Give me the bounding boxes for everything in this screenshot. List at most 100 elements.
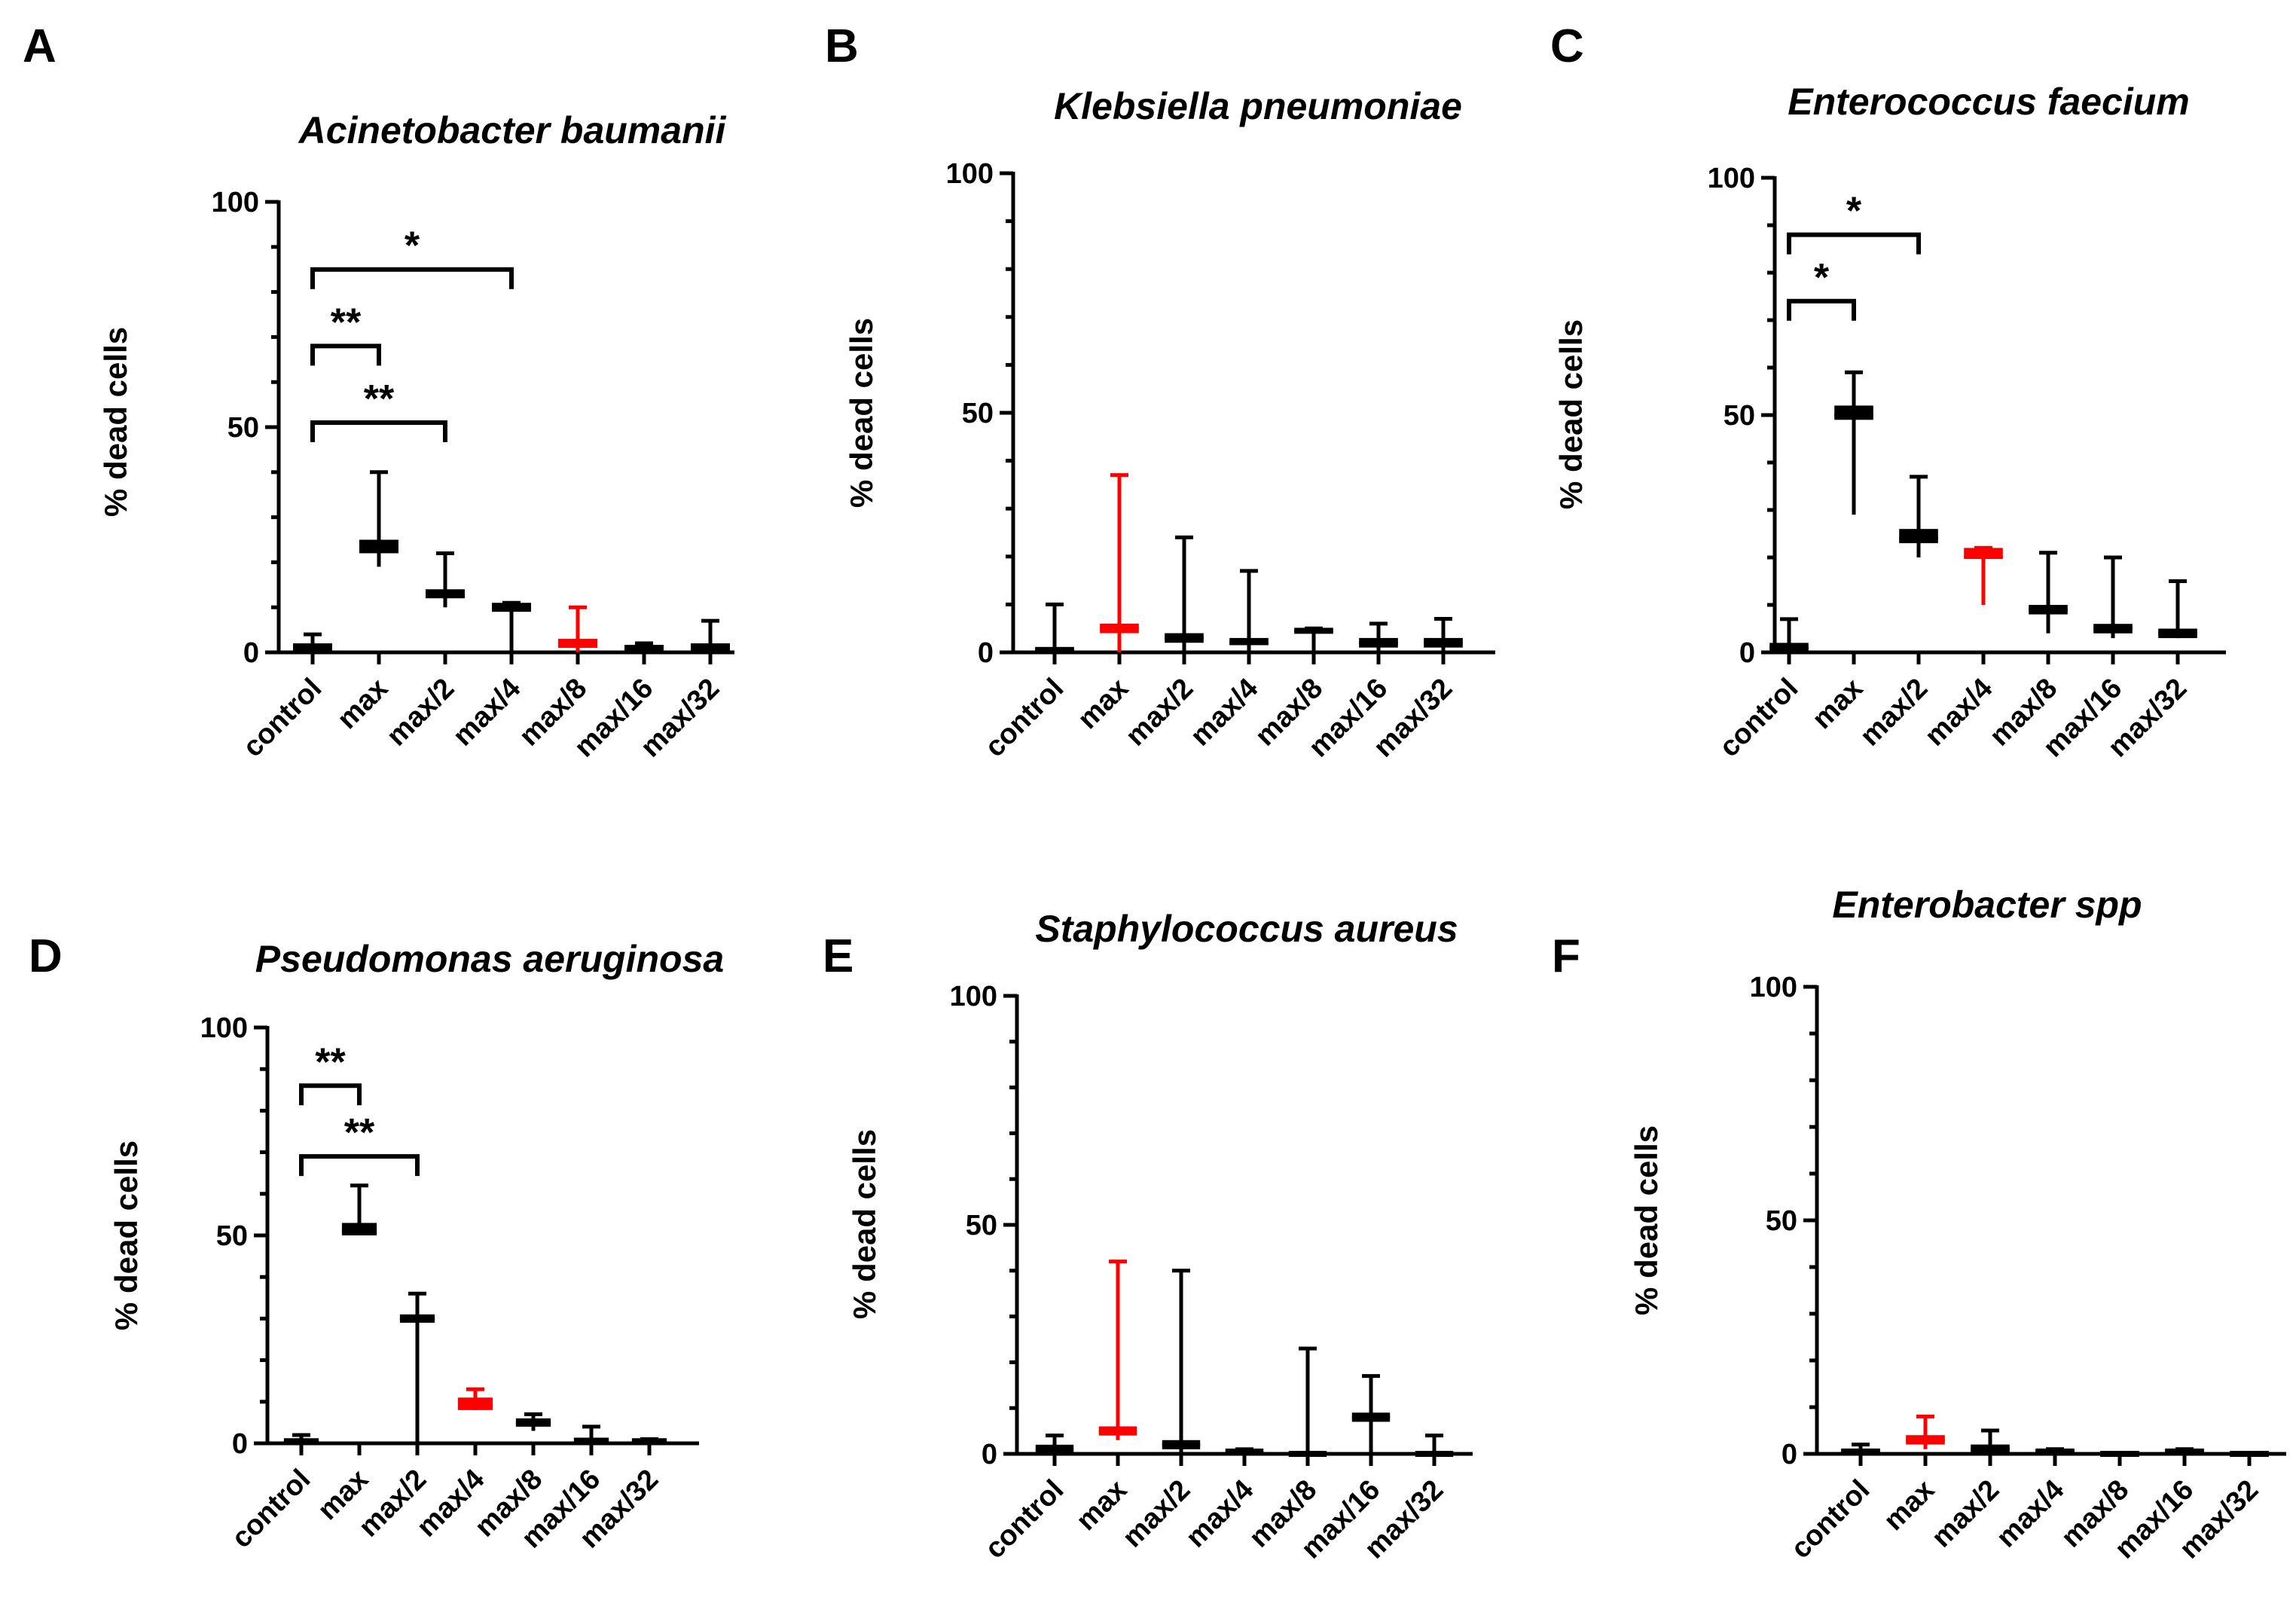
y-axis-label: % dead cells [844, 318, 879, 508]
bracket-line [299, 1083, 362, 1106]
x-tick-label: control [1785, 1474, 1876, 1565]
y-tick-label: 50 [966, 1210, 997, 1241]
box-max-8 [1288, 1346, 1327, 1457]
y-axis-label: % dead cells [1629, 1125, 1664, 1315]
box-max-16 [1359, 621, 1398, 652]
panel-label: F [1552, 930, 1580, 982]
x-tick-label: max/4 [1919, 673, 1998, 753]
box-max-32 [1415, 1434, 1454, 1457]
panel-c: C Enterococcus faecium % dead cells 0 50 100 c… [1550, 20, 2226, 764]
box-max [1100, 473, 1139, 652]
box-max-16 [2093, 555, 2133, 639]
bracket-line [310, 344, 381, 366]
chart-title: Enterococcus faecium [1788, 81, 2190, 123]
y-tick-label: 0 [232, 1428, 248, 1460]
box-max-4 [457, 1387, 493, 1410]
iqr-box [1899, 529, 1938, 544]
y-tick-label: 100 [1750, 972, 1797, 1003]
x-tick-label: max/2 [1854, 673, 1934, 753]
significance-label: ** [315, 1040, 346, 1084]
x-tick-label: control [1714, 673, 1805, 764]
x-tick-label: max/4 [1180, 1474, 1259, 1554]
box-max-16 [624, 641, 664, 652]
significance-label: ** [364, 377, 395, 421]
panel-label: C [1550, 20, 1584, 72]
box-max-16 [573, 1424, 609, 1445]
box-control [1769, 617, 1809, 652]
panel-d: D Pseudomonas aeruginosa % dead cells 0 50 10… [29, 930, 724, 1555]
y-tick-label: 0 [978, 637, 994, 669]
chart-title: Pseudomonas aeruginosa [255, 938, 724, 980]
y-tick-label: 100 [212, 187, 259, 218]
box-max-32 [691, 618, 730, 652]
box-max [1906, 1414, 1945, 1449]
box-max-2 [399, 1291, 435, 1443]
y-tick-label: 50 [216, 1220, 248, 1252]
significance-bracket: ** [299, 1040, 362, 1106]
chart-title: Enterobacter spp [1832, 884, 2142, 926]
bracket-line [1787, 298, 1856, 321]
iqr-box [573, 1438, 609, 1445]
y-tick-label: 100 [200, 1012, 248, 1044]
box-max-4 [2035, 1447, 2075, 1455]
chart-title: Klebsiella pneumoniae [1054, 85, 1462, 127]
y-axis-label: % dead cells [1553, 319, 1589, 509]
box-max-4 [492, 600, 531, 652]
box-control [1035, 602, 1074, 653]
panel-b: B Klebsiella pneumoniae % dead cells 0 50 100… [825, 20, 1495, 764]
panel-f: F Enterobacter spp % dead cells 0 50 100 contr… [1552, 884, 2286, 1565]
significance-bracket: * [1787, 190, 1921, 255]
box-max-2 [1162, 1269, 1201, 1454]
box-max-4 [1964, 545, 2003, 605]
box-max-16 [2165, 1447, 2204, 1455]
x-tick-label: max/2 [1925, 1474, 2005, 1554]
box-max-8 [558, 605, 597, 652]
x-tick-label: control [979, 673, 1070, 764]
x-tick-label: max/2 [1119, 673, 1199, 753]
panel-label: E [823, 930, 853, 982]
x-tick-label: control [237, 673, 328, 764]
x-tick-label: control [979, 1474, 1070, 1565]
x-tick-label: control [226, 1464, 317, 1555]
box-max-32 [631, 1437, 667, 1445]
panel-e: E Staphylococcus aureus % dead cells 0 50 100… [823, 908, 1473, 1565]
x-tick-label: max/4 [1184, 673, 1264, 753]
y-tick-label: 50 [962, 398, 994, 429]
y-tick-label: 0 [243, 637, 259, 669]
y-tick-label: 0 [982, 1439, 997, 1470]
box-max-2 [426, 551, 465, 608]
x-tick-label: max/2 [1116, 1474, 1196, 1554]
y-tick-label: 50 [227, 412, 259, 444]
box-max-8 [515, 1412, 551, 1431]
panel-label: A [23, 20, 56, 72]
box-max-32 [2158, 579, 2197, 639]
y-axis-label: % dead cells [98, 327, 133, 517]
y-tick-label: 100 [946, 158, 994, 190]
bracket-line [310, 267, 514, 289]
box-control [283, 1433, 319, 1445]
significance-bracket: * [310, 224, 514, 289]
box-max [341, 1183, 377, 1235]
box-max [1098, 1260, 1137, 1440]
box-max-16 [1351, 1374, 1391, 1454]
x-tick-label: max/2 [380, 673, 460, 753]
iqr-box [359, 539, 398, 554]
box-control [1841, 1443, 1880, 1455]
box-max-8 [2029, 551, 2068, 634]
y-axis-label: % dead cells [847, 1129, 882, 1319]
panel-label: D [29, 930, 63, 982]
significance-label: * [1846, 190, 1862, 234]
significance-bracket: * [1787, 256, 1856, 321]
panel-a: A Acinetobacter baumanii % dead cells 0 50 10… [23, 20, 734, 764]
box-max-2 [1165, 535, 1204, 652]
bracket-line [1787, 232, 1921, 255]
box-max-32 [1424, 616, 1463, 652]
y-tick-label: 50 [1766, 1205, 1797, 1237]
box-max-2 [1971, 1428, 2010, 1454]
x-tick-label: max/4 [447, 673, 527, 753]
bracket-line [310, 420, 447, 443]
box-max-2 [1899, 475, 1938, 557]
x-tick-label: max/4 [1990, 1474, 2070, 1554]
box-max-8 [2100, 1451, 2139, 1457]
